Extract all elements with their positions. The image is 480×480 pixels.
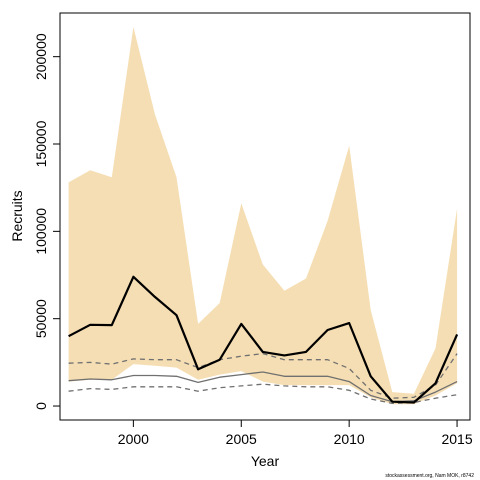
y-tick-label-50000: 50000 [33, 299, 49, 338]
x-tick-label-2005: 2005 [226, 431, 257, 447]
series-line-main [68, 275, 459, 404]
y-tick-label-200000: 200000 [33, 33, 49, 80]
plot-frame [59, 12, 471, 421]
series-line-lower-dashed [68, 383, 458, 405]
y-tick-label-0: 0 [33, 402, 49, 410]
y-axis-title: Recruits [9, 190, 25, 241]
x-tick-label-2015: 2015 [441, 431, 472, 447]
credit-text: stockassessment.org, Nam MOK, r8742 [385, 473, 474, 479]
y-axis: 0 50000 100000 150000 200000 [33, 33, 60, 410]
series-line-upper-dashed [68, 352, 458, 399]
x-axis: 2000 2005 2010 2015 [118, 420, 473, 447]
y-tick-label-150000: 150000 [33, 120, 49, 167]
x-tick-label-2010: 2010 [334, 431, 365, 447]
x-axis-title: Year [251, 453, 280, 469]
plot-layer [68, 27, 459, 405]
confidence-band [68, 27, 458, 405]
x-tick-label-2000: 2000 [118, 431, 149, 447]
y-tick-label-100000: 100000 [33, 208, 49, 255]
